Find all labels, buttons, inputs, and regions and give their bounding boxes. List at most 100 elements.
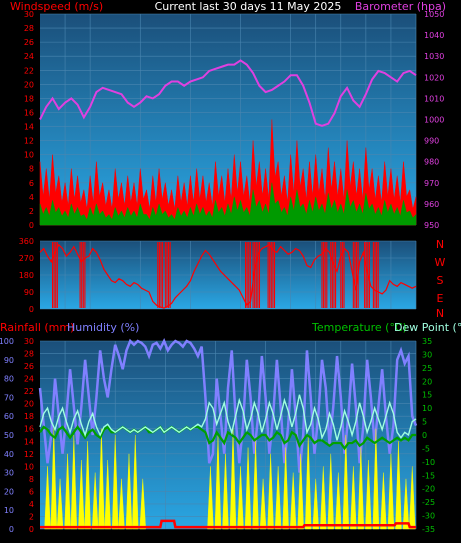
rain-tick-label: 24	[24, 375, 34, 384]
barometer-line	[39, 59, 417, 127]
humidity-line	[38, 337, 418, 473]
rainfall-axis-label: Rainfall (mm)	[0, 321, 74, 334]
temperature-axis-label: Temperature (°C)	[311, 321, 407, 334]
temperature-tick-label: -5	[422, 444, 430, 453]
rain-spike	[305, 434, 312, 530]
direction-spike-band	[164, 241, 171, 309]
humidity-tick-label: 100	[0, 337, 14, 346]
barometer-axis-label: Barometer (hpa)	[355, 0, 446, 13]
dewpoint-axis-label: Dew Point (°C)	[394, 321, 461, 334]
rain-tick-label: 12	[24, 450, 34, 459]
wind-x-tick-label: Day 23	[176, 232, 205, 241]
barometer-tick-label: 980	[424, 158, 439, 167]
humidity-tick-label: 90	[4, 356, 14, 365]
humidity-tick-label: 10	[4, 506, 14, 515]
wind-tick-label: 8	[29, 165, 34, 174]
wind-axis-label: Windspeed (m/s)	[10, 0, 103, 13]
rain-spike	[274, 466, 282, 530]
barometer-tick-label: 990	[424, 137, 439, 146]
wind-tick-label: 10	[24, 151, 34, 160]
compass-label: S	[437, 274, 444, 287]
rain-tick-label: 16	[24, 425, 34, 434]
rain-x-tick-label: Day 25	[201, 535, 230, 543]
rain-spike	[91, 472, 99, 530]
barometer-tick-label: 1020	[424, 73, 444, 82]
humidity-tick-label: 40	[4, 450, 14, 459]
rain-tick-label: 18	[24, 412, 34, 421]
temperature-tick-label: 20	[422, 377, 432, 386]
compass-label: N	[436, 238, 444, 251]
rain-spike	[139, 478, 146, 530]
direction-spike-band	[330, 241, 337, 309]
direction-spike-band	[51, 241, 58, 309]
wind-x-tick-label: Day 3	[304, 232, 327, 241]
rain-spike	[252, 441, 259, 530]
rain-spike	[409, 466, 416, 530]
wind-x-tick-label: Day 19	[126, 232, 155, 241]
wind-tick-label: 20	[24, 80, 34, 89]
direction-tick-label: 90	[24, 288, 34, 297]
rain-spike	[207, 466, 214, 530]
barometer-tick-label: 960	[424, 200, 439, 209]
temperature-line	[39, 394, 417, 441]
wind-tick-label: 22	[24, 66, 34, 75]
wind-average-area	[39, 182, 417, 226]
rain-spike	[214, 434, 222, 530]
temperature-tick-label: 10	[422, 404, 432, 413]
rain-spike	[64, 453, 71, 530]
compass-label: N	[436, 307, 444, 320]
humidity-tick-label: 60	[4, 412, 14, 421]
rain-spike	[372, 428, 380, 530]
temperature-tick-label: 35	[422, 337, 432, 346]
temperature-tick-label: 25	[422, 364, 432, 373]
rain-x-tick-label: Day 21	[151, 535, 180, 543]
rain-spike	[327, 453, 334, 530]
barometer-tick-label: 1050	[424, 10, 444, 19]
humidity-tick-label: 80	[4, 375, 14, 384]
temperature-tick-label: 15	[422, 391, 432, 400]
rain-spike	[84, 441, 91, 530]
rain-spike	[78, 460, 85, 530]
direction-tick-label: 360	[19, 237, 34, 246]
direction-spike-band	[79, 241, 86, 309]
rain-spike	[111, 434, 119, 530]
wind-tick-label: 30	[24, 10, 34, 19]
humidity-tick-label: 70	[4, 393, 14, 402]
rain-x-tick-label: Day 5	[329, 535, 352, 543]
rain-x-tick-label: Day 3	[304, 535, 327, 543]
rain-tick-label: 28	[24, 350, 34, 359]
rain-spike	[104, 460, 111, 530]
wind-x-tick-label: Day 13	[51, 232, 80, 241]
direction-spike-band	[372, 241, 379, 309]
wind-x-tick-label: Day 15	[76, 232, 105, 241]
barometer-tick-label: 1010	[424, 94, 444, 103]
rain-x-tick-label: Day 9	[379, 535, 402, 543]
humidity-axis-label: Humidity (%)	[67, 321, 139, 334]
rain-spike	[98, 428, 105, 530]
direction-spike-band	[157, 241, 164, 309]
rain-spike	[267, 453, 274, 530]
temperature-tick-label: -35	[422, 525, 435, 534]
direction-spike-band	[267, 241, 276, 309]
rain-spike	[56, 478, 64, 530]
chart-title: Current last 30 days 11 May 2025	[155, 0, 342, 13]
rain-tick-label: 2	[29, 512, 34, 521]
direction-spike-band	[321, 241, 328, 309]
wind-direction-line	[39, 243, 417, 309]
wind-tick-label: 2	[29, 207, 34, 216]
barometer-tick-label: 1030	[424, 52, 444, 61]
temperature-tick-label: -15	[422, 471, 435, 480]
rain-tick-label: 26	[24, 362, 34, 371]
rain-tick-label: 8	[29, 475, 34, 484]
rain-spike	[387, 453, 395, 530]
wind-gust-area	[39, 119, 417, 226]
humidity-tick-label: 30	[4, 469, 14, 478]
rain-spike	[118, 478, 125, 530]
rain-spike	[50, 428, 57, 530]
rain-spike	[297, 453, 304, 530]
temperature-tick-label: -10	[422, 458, 435, 467]
rain-x-tick-label: Day 29	[251, 535, 280, 543]
temperature-tick-label: 30	[422, 350, 432, 359]
